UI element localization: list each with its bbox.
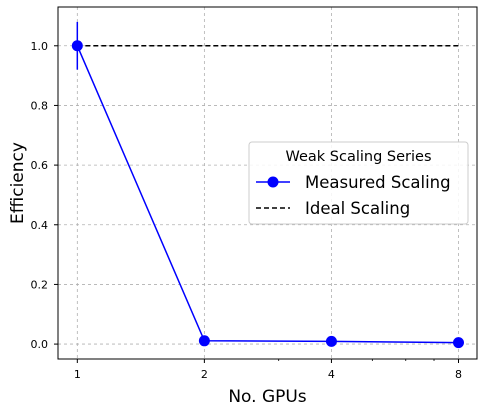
y-axis-label: Efficiency bbox=[8, 142, 28, 224]
legend-label-ideal: Ideal Scaling bbox=[305, 199, 410, 218]
y-tick-label: 0.4 bbox=[31, 219, 49, 232]
x-tick-label: 4 bbox=[328, 368, 335, 381]
tick-labels: 0.0 0.2 0.4 0.6 0.8 1.0 1 2 4 8 bbox=[31, 40, 462, 381]
y-tick-label: 0.8 bbox=[31, 99, 49, 112]
measured-point bbox=[71, 40, 83, 52]
legend-swatch-measured-marker bbox=[267, 176, 279, 188]
axes bbox=[57, 6, 478, 360]
plot-series bbox=[71, 21, 464, 349]
plot-frame bbox=[57, 6, 478, 360]
legend-box bbox=[248, 141, 469, 225]
x-axis-label: No. GPUs bbox=[228, 387, 306, 407]
y-tick-label: 0.2 bbox=[31, 278, 49, 291]
y-tick-label: 0.0 bbox=[31, 338, 49, 351]
legend-title: Weak Scaling Series bbox=[285, 149, 431, 165]
legend: Weak Scaling Series Measured Scaling Ide… bbox=[248, 141, 469, 225]
measured-point bbox=[452, 337, 464, 349]
y-tick-label: 0.6 bbox=[31, 159, 49, 172]
x-tick-label: 2 bbox=[201, 368, 208, 381]
y-tick-label: 1.0 bbox=[31, 40, 49, 53]
measured-point bbox=[325, 335, 337, 347]
legend-label-measured: Measured Scaling bbox=[305, 173, 451, 192]
x-tick-label: 8 bbox=[455, 368, 462, 381]
measured-scaling-line bbox=[76, 45, 459, 344]
x-tick-label: 1 bbox=[74, 368, 81, 381]
measured-point bbox=[198, 335, 210, 347]
